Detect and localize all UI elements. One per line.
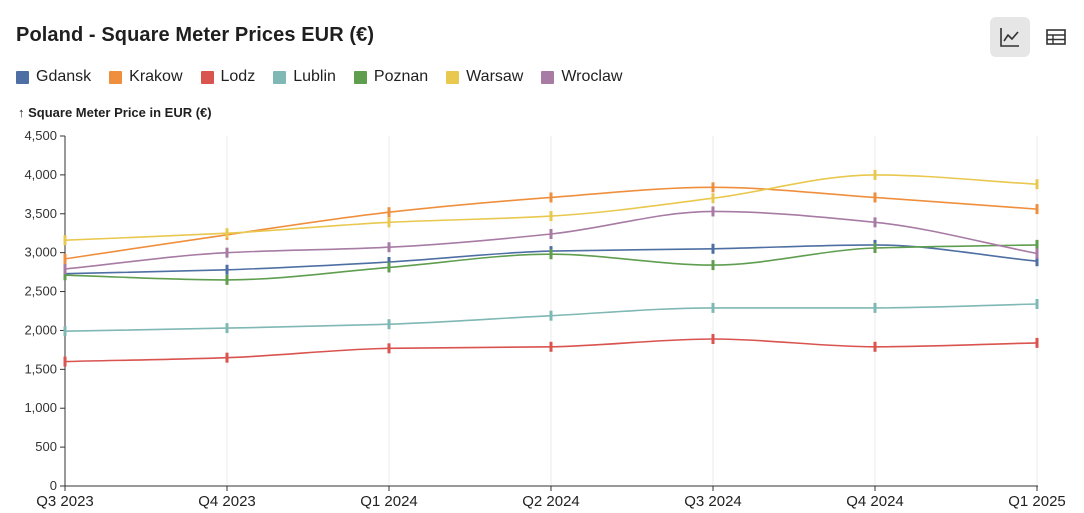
x-tick-label: Q3 2023 [36, 493, 94, 510]
legend-label: Krakow [129, 68, 183, 85]
y-tick-label: 0 [50, 478, 57, 493]
y-tick-label: 3,000 [24, 245, 57, 260]
legend-label: Warsaw [466, 68, 524, 85]
legend-item-lodz[interactable]: Lodz [200, 68, 256, 86]
x-tick-label: Q4 2023 [198, 493, 256, 510]
legend-label: Wroclaw [561, 68, 623, 85]
legend-item-lublin[interactable]: Lublin [273, 68, 336, 86]
legend-item-krakow[interactable]: Krakow [109, 68, 183, 86]
y-tick-label: 4,000 [24, 167, 57, 182]
y-tick-label: 4,500 [24, 128, 57, 143]
legend-swatch [353, 70, 367, 84]
y-tick-label: 500 [35, 439, 57, 454]
legend-swatch [16, 70, 29, 84]
line-chart-icon [1000, 28, 1019, 47]
legend-swatch [541, 70, 555, 84]
x-tick-label: Q2 2024 [522, 493, 580, 510]
table-view-button[interactable] [1036, 17, 1076, 57]
y-tick-label: 2,500 [24, 284, 57, 299]
x-tick-label: Q3 2024 [684, 493, 742, 510]
y-tick-label: 1,500 [24, 361, 57, 376]
legend-label: Lodz [220, 68, 256, 85]
y-axis-label: ↑ Square Meter Price in EUR (€) [18, 105, 212, 120]
chart-view-button[interactable] [990, 17, 1030, 57]
chart-title: Poland - Square Meter Prices EUR (€) [16, 24, 375, 46]
table-icon [1046, 29, 1066, 45]
legend-swatch [446, 70, 460, 84]
x-tick-label: Q4 2024 [846, 493, 904, 510]
legend-item-poznan[interactable]: Poznan [353, 68, 429, 86]
legend-swatch [200, 70, 214, 84]
legend-label: Poznan [373, 68, 429, 85]
x-tick-label: Q1 2025 [1008, 493, 1066, 510]
legend-label: Lublin [293, 68, 336, 85]
y-tick-label: 3,500 [24, 206, 57, 221]
legend-item-warsaw[interactable]: Warsaw [446, 68, 523, 86]
x-tick-label: Q1 2024 [360, 493, 418, 510]
view-toggle [990, 17, 1076, 57]
legend: Gdansk Krakow Lodz Lublin Poznan Warsaw Wrocla… [16, 68, 640, 86]
y-tick-label: 2,000 [24, 322, 57, 337]
legend-item-gdansk[interactable]: Gdansk [16, 68, 91, 86]
y-tick-label: 1,000 [24, 400, 57, 415]
legend-swatch [109, 70, 123, 84]
legend-swatch [273, 70, 287, 84]
legend-item-wroclaw[interactable]: Wroclaw [541, 68, 622, 86]
legend-label: Gdansk [36, 68, 92, 85]
